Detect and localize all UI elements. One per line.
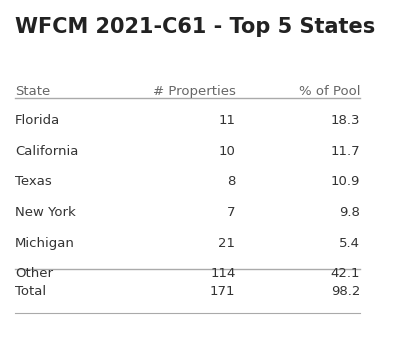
Text: 11.7: 11.7 <box>331 145 360 158</box>
Text: 18.3: 18.3 <box>331 114 360 127</box>
Text: 42.1: 42.1 <box>331 267 360 280</box>
Text: 114: 114 <box>210 267 236 280</box>
Text: # Properties: # Properties <box>152 85 236 98</box>
Text: Michigan: Michigan <box>15 237 75 249</box>
Text: 9.8: 9.8 <box>339 206 360 219</box>
Text: 5.4: 5.4 <box>339 237 360 249</box>
Text: 11: 11 <box>218 114 236 127</box>
Text: Florida: Florida <box>15 114 60 127</box>
Text: 21: 21 <box>218 237 236 249</box>
Text: WFCM 2021-C61 - Top 5 States: WFCM 2021-C61 - Top 5 States <box>15 17 375 37</box>
Text: Other: Other <box>15 267 53 280</box>
Text: State: State <box>15 85 50 98</box>
Text: 171: 171 <box>210 285 236 298</box>
Text: 8: 8 <box>227 175 236 188</box>
Text: 7: 7 <box>227 206 236 219</box>
Text: Total: Total <box>15 285 46 298</box>
Text: 98.2: 98.2 <box>331 285 360 298</box>
Text: 10.9: 10.9 <box>331 175 360 188</box>
Text: New York: New York <box>15 206 76 219</box>
Text: % of Pool: % of Pool <box>299 85 360 98</box>
Text: 10: 10 <box>218 145 236 158</box>
Text: California: California <box>15 145 79 158</box>
Text: Texas: Texas <box>15 175 52 188</box>
